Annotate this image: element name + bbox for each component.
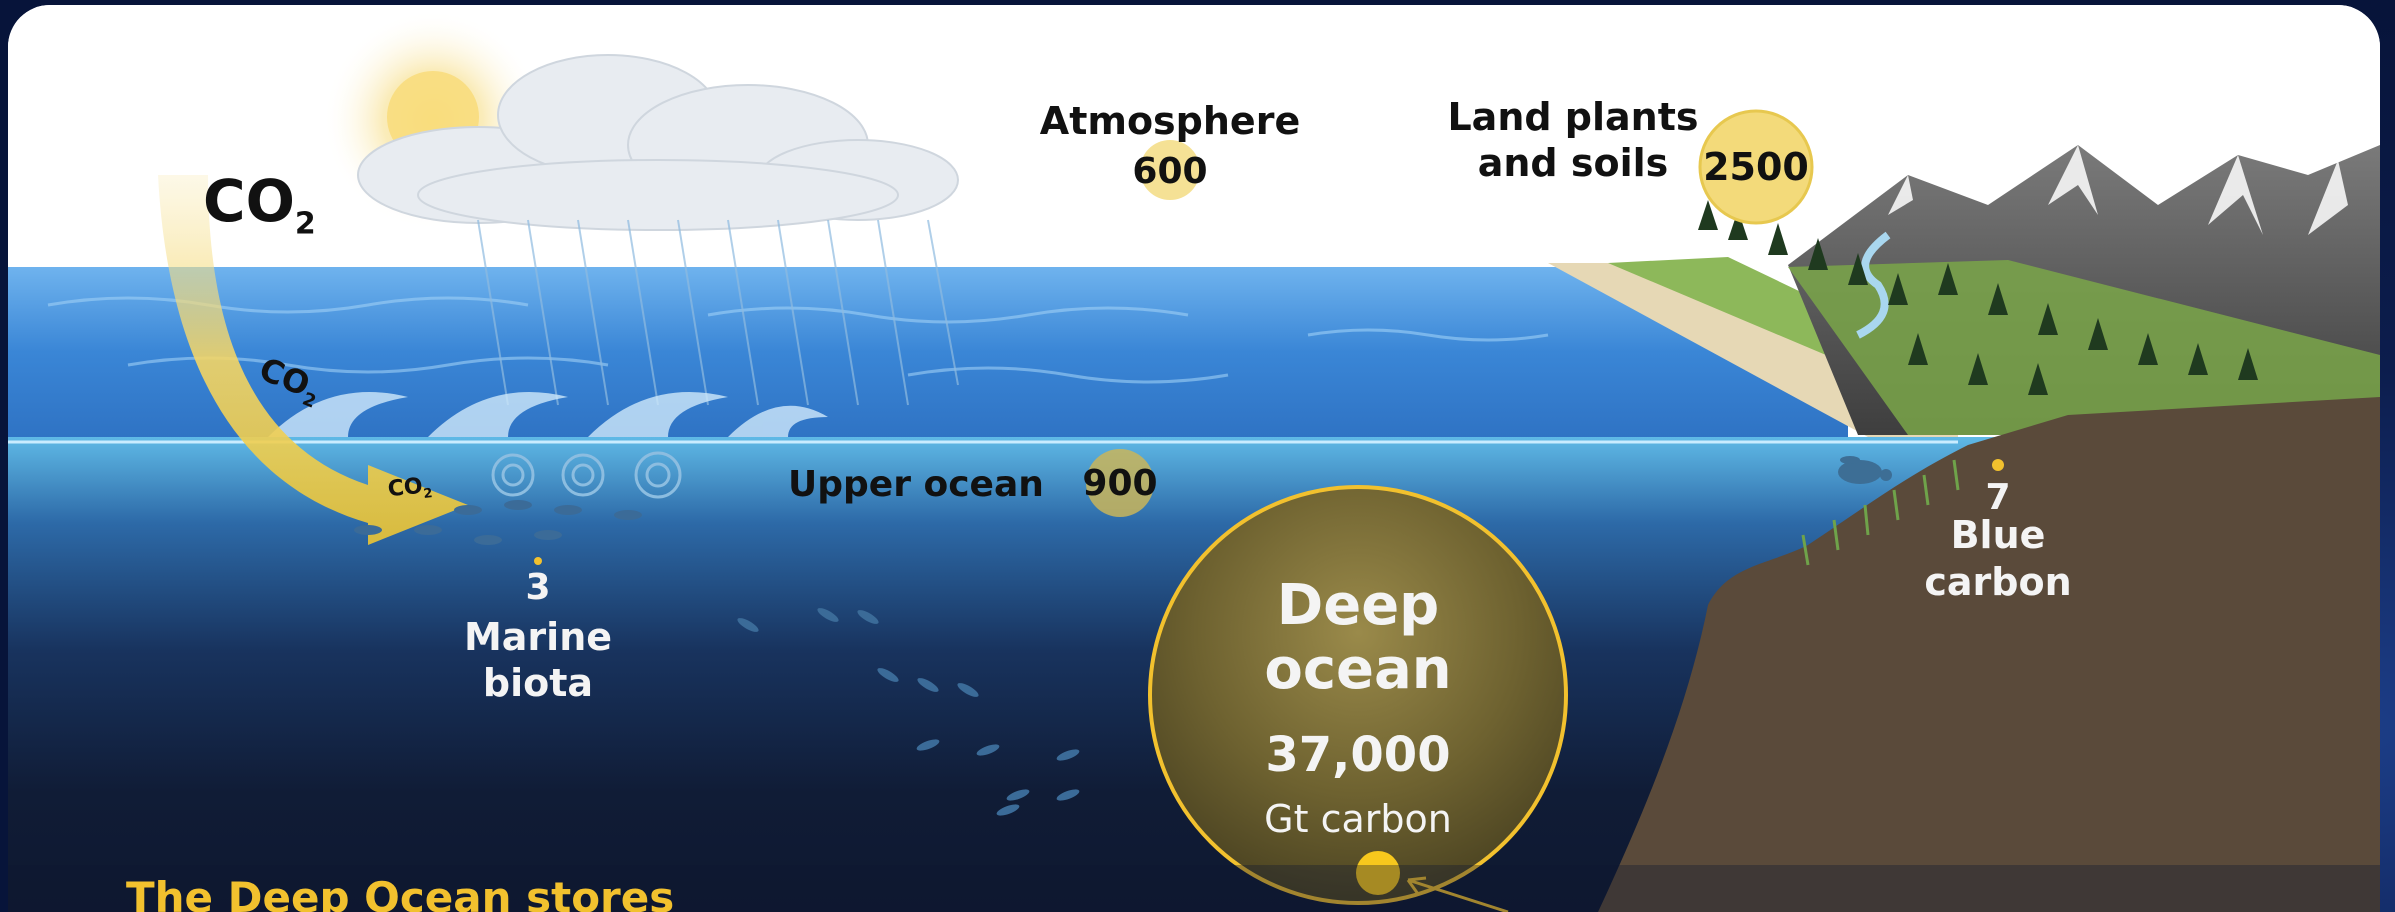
carbon-cycle-diagram: CO2 CO2 CO2 Atmosphere 600 Land plants a…	[8, 5, 2380, 912]
marine-label-line2: biota	[482, 661, 594, 705]
co2-label-small: CO2	[386, 473, 434, 503]
upper-ocean-value: 900	[1082, 463, 1158, 504]
deep-ocean-bubble	[1148, 485, 1568, 905]
marine-value: 3	[525, 567, 551, 608]
marine-label-line1: Marine	[463, 615, 613, 659]
atmosphere-bubble	[1140, 140, 1200, 200]
upper-ocean-bubble	[1086, 449, 1154, 517]
deep-ocean-dot	[1356, 851, 1400, 895]
blue-carbon-line2: carbon	[1924, 560, 2072, 604]
turtle-icon	[1838, 456, 1892, 484]
deep-ocean-unit: Gt carbon	[1264, 797, 1452, 841]
land-label-line2: and soils	[1477, 141, 1669, 185]
blue-carbon-value: 7	[1985, 477, 2011, 518]
upper-ocean-label: Upper ocean	[788, 464, 1044, 505]
land-value: 2500	[1703, 145, 1809, 189]
forest-icon	[1698, 200, 2258, 395]
land-bubble	[1698, 109, 1814, 225]
co2-flow-arrow	[158, 175, 468, 545]
marine-dot	[534, 557, 542, 565]
blue-carbon-line1: Blue	[1950, 513, 2046, 557]
waves-icon	[268, 392, 828, 437]
headline-text: The Deep Ocean stores	[126, 873, 675, 912]
fish-school-icon	[354, 500, 1080, 816]
deep-ocean-line2: ocean	[1264, 637, 1452, 702]
atmosphere-label: Atmosphere	[1039, 99, 1301, 143]
blue-carbon-dot	[1992, 459, 2004, 471]
atmosphere-value: 600	[1132, 151, 1208, 192]
rain-icon	[477, 219, 959, 406]
pointer-arrow	[1406, 876, 1509, 912]
deep-ocean-value: 37,000	[1265, 727, 1451, 783]
seafloor-land	[1598, 397, 2380, 912]
swirl-icons	[491, 451, 682, 499]
scene-artwork	[8, 5, 2380, 912]
land-label-line1: Land plants	[1447, 95, 1699, 139]
deep-ocean-line1: Deep	[1276, 573, 1440, 638]
cloud-icon	[357, 54, 959, 231]
co2-label-main: CO2	[203, 167, 316, 242]
